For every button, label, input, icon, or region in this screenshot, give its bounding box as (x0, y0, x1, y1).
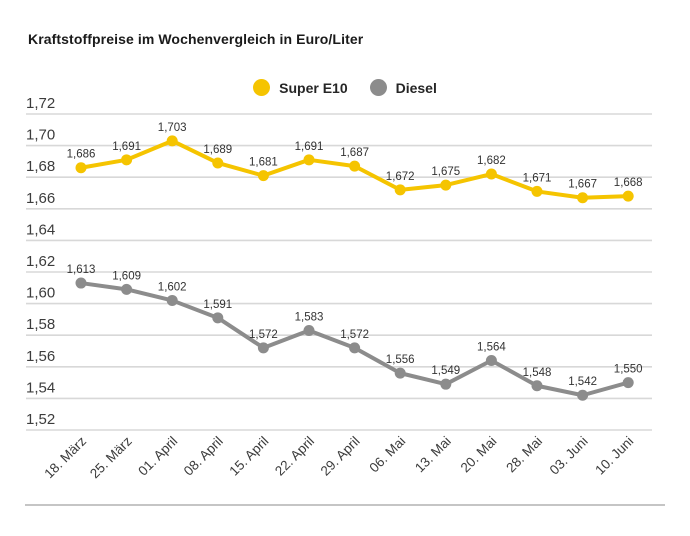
data-point-label: 1,602 (158, 281, 187, 293)
data-point (212, 157, 224, 169)
data-point (303, 324, 315, 336)
data-point-label: 1,703 (158, 122, 187, 134)
data-point-label: 1,583 (295, 311, 324, 323)
y-tick-label: 1,70 (26, 127, 55, 144)
data-point-label: 1,675 (431, 166, 460, 178)
data-point-label: 1,572 (249, 329, 278, 341)
y-tick-label: 1,64 (26, 221, 55, 238)
data-point-label: 1,672 (386, 171, 415, 183)
data-point (257, 170, 269, 182)
data-point-label: 1,591 (203, 299, 232, 311)
data-point-label: 1,613 (67, 264, 96, 276)
y-tick-label: 1,56 (26, 348, 55, 365)
data-point-label: 1,691 (295, 141, 324, 153)
legend-item-diesel: Diesel (369, 79, 437, 96)
data-point (485, 168, 497, 180)
data-point-label: 1,681 (249, 157, 278, 169)
diesel-dot-icon (369, 79, 387, 96)
data-point (257, 342, 269, 354)
data-point (622, 190, 634, 202)
x-tick-label: 28. Mai (503, 434, 545, 476)
data-point (121, 283, 133, 295)
data-point (75, 162, 87, 174)
legend-label-diesel: Diesel (395, 79, 437, 96)
data-point-label: 1,689 (203, 144, 232, 156)
y-tick-label: 1,58 (26, 316, 55, 333)
legend-label-super-e10: Super E10 (279, 79, 348, 96)
data-point-label: 1,564 (477, 341, 506, 353)
y-tick-label: 1,72 (26, 95, 55, 112)
data-point (577, 192, 589, 204)
data-point (577, 389, 589, 401)
x-tick-label: 01. April (135, 434, 180, 479)
super-e10-dot-icon (253, 79, 271, 96)
data-point (531, 185, 543, 197)
data-point (394, 367, 406, 379)
chart-legend: Super E10 Diesel (0, 79, 690, 96)
data-point (75, 277, 87, 289)
data-point-label: 1,609 (112, 270, 141, 282)
x-tick-label: 22. April (272, 434, 317, 479)
x-tick-label: 25. März (87, 433, 135, 481)
data-point (531, 380, 543, 392)
data-point-label: 1,671 (523, 172, 552, 184)
data-point (166, 294, 178, 306)
y-tick-label: 1,68 (26, 158, 55, 175)
data-point-label: 1,556 (386, 354, 415, 366)
x-tick-label: 06. Mai (366, 434, 408, 476)
data-point (121, 154, 133, 166)
x-tick-label: 08. April (181, 434, 226, 479)
data-point-label: 1,668 (614, 177, 643, 189)
data-point-label: 1,549 (431, 365, 460, 377)
data-point (485, 354, 497, 366)
data-point-label: 1,572 (340, 329, 369, 341)
data-point (440, 378, 452, 390)
data-point-label: 1,687 (340, 147, 369, 159)
x-tick-label: 10. Juni (592, 434, 636, 478)
data-point-label: 1,542 (568, 376, 597, 388)
y-tick-label: 1,66 (26, 190, 55, 207)
y-tick-label: 1,62 (26, 253, 55, 270)
data-point (303, 154, 315, 166)
y-tick-label: 1,52 (26, 411, 55, 428)
y-tick-label: 1,60 (26, 285, 55, 302)
data-point (394, 184, 406, 196)
data-point (349, 342, 361, 354)
x-tick-label: 03. Juni (547, 434, 591, 478)
data-point (212, 312, 224, 324)
x-tick-label: 15. April (226, 434, 271, 479)
data-point (166, 135, 178, 147)
x-tick-label: 29. April (318, 434, 363, 479)
data-point (349, 160, 361, 172)
x-tick-label: 20. Mai (458, 434, 500, 476)
x-tick-label: 18. März (41, 433, 89, 481)
data-point-label: 1,686 (67, 149, 96, 161)
legend-item-super-e10: Super E10 (253, 79, 348, 96)
data-point (622, 377, 634, 389)
data-point-label: 1,682 (477, 155, 506, 167)
x-tick-label: 13. Mai (412, 434, 454, 476)
data-point-label: 1,691 (112, 141, 141, 153)
data-point (440, 179, 452, 191)
chart-title: Kraftstoffpreise im Wochenvergleich in E… (28, 31, 364, 47)
data-point-label: 1,550 (614, 364, 643, 376)
data-point-label: 1,548 (523, 367, 552, 379)
y-tick-label: 1,54 (26, 379, 55, 396)
data-point-label: 1,667 (568, 179, 597, 191)
